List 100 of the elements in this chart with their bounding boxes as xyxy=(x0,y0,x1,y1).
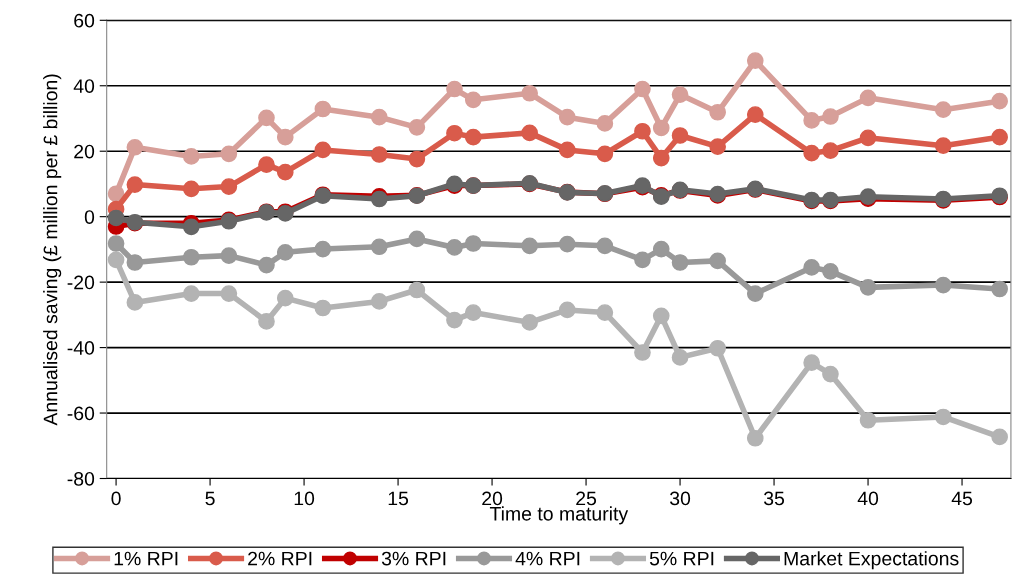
point xyxy=(746,52,764,69)
point xyxy=(558,108,576,126)
point xyxy=(107,209,125,227)
point xyxy=(464,128,482,146)
point xyxy=(107,185,125,203)
point xyxy=(521,124,538,142)
point xyxy=(182,180,200,198)
point xyxy=(521,237,538,255)
point xyxy=(446,239,463,256)
point xyxy=(464,235,482,252)
x-tick-label: 0 xyxy=(111,491,121,506)
point xyxy=(408,281,426,299)
point xyxy=(652,119,670,137)
x-tick-label: 35 xyxy=(763,491,785,506)
x-tick-label: 30 xyxy=(669,491,691,506)
point xyxy=(126,138,144,156)
point xyxy=(558,301,576,319)
point xyxy=(182,218,200,236)
legend-label: 4% RPI xyxy=(515,551,580,566)
point xyxy=(991,280,1008,298)
point xyxy=(634,122,651,140)
point xyxy=(446,124,463,142)
legend-label: 2% RPI xyxy=(248,551,312,566)
point xyxy=(934,276,952,294)
point xyxy=(634,251,651,269)
point xyxy=(596,115,614,132)
point xyxy=(408,150,426,168)
point xyxy=(652,307,670,325)
point xyxy=(634,80,651,98)
point xyxy=(182,248,200,266)
point xyxy=(671,86,689,103)
point xyxy=(314,299,332,317)
x-tick-label: 15 xyxy=(388,491,409,506)
point xyxy=(107,235,125,252)
x-tick-label: 5 xyxy=(205,491,215,506)
point xyxy=(709,138,726,155)
point xyxy=(220,247,238,264)
point xyxy=(258,256,275,274)
y-tick-label: -80 xyxy=(67,471,95,486)
x-tick-label: 10 xyxy=(294,491,315,506)
point xyxy=(276,163,294,181)
point xyxy=(446,80,463,98)
point xyxy=(464,91,482,109)
point xyxy=(859,279,877,296)
y-tick-label: -60 xyxy=(67,406,95,421)
point xyxy=(671,349,689,366)
point xyxy=(746,106,764,123)
point xyxy=(671,127,689,144)
point xyxy=(521,84,538,102)
point xyxy=(314,100,332,118)
point xyxy=(370,238,388,256)
y-tick-label: -40 xyxy=(67,341,95,355)
point xyxy=(370,146,388,163)
point xyxy=(803,354,820,371)
point xyxy=(991,428,1008,446)
point xyxy=(859,411,877,429)
point xyxy=(859,129,877,147)
legend-label: 3% RPI xyxy=(381,551,446,566)
point xyxy=(803,259,820,276)
legend-label: 1% RPI xyxy=(114,551,178,566)
point xyxy=(859,89,877,107)
point xyxy=(934,137,952,154)
point xyxy=(822,108,839,125)
point xyxy=(126,294,144,311)
point xyxy=(803,112,820,129)
x-axis-title: Time to maturity xyxy=(489,506,629,525)
y-tick-label: 40 xyxy=(73,79,95,93)
point xyxy=(182,148,200,165)
point xyxy=(446,311,463,329)
x-tick-label: 45 xyxy=(951,491,973,506)
point xyxy=(126,176,144,193)
point xyxy=(408,118,426,136)
point xyxy=(822,365,839,383)
point xyxy=(652,240,670,258)
point xyxy=(220,285,238,302)
point xyxy=(991,128,1008,146)
point xyxy=(803,144,820,162)
y-tick-label: 0 xyxy=(84,210,95,224)
point xyxy=(220,178,238,195)
point xyxy=(934,408,952,426)
point xyxy=(558,235,576,253)
point xyxy=(220,145,238,163)
point xyxy=(822,262,839,280)
point xyxy=(709,252,726,270)
y-axis-title: Annualised saving (£ million per £ billion) xyxy=(43,74,62,426)
point xyxy=(746,285,764,302)
point xyxy=(652,149,670,167)
x-tick-label: 20 xyxy=(482,491,503,506)
point xyxy=(126,254,144,271)
y-tick-label: -20 xyxy=(67,275,95,290)
point xyxy=(596,304,614,321)
point xyxy=(521,314,538,331)
point xyxy=(370,293,388,310)
x-tick-label: 25 xyxy=(576,491,597,506)
point xyxy=(991,92,1008,110)
y-tick-label: 60 xyxy=(74,13,95,28)
point xyxy=(709,103,726,121)
point xyxy=(934,101,952,118)
x-tick-label: 40 xyxy=(857,491,879,506)
point xyxy=(314,141,332,159)
